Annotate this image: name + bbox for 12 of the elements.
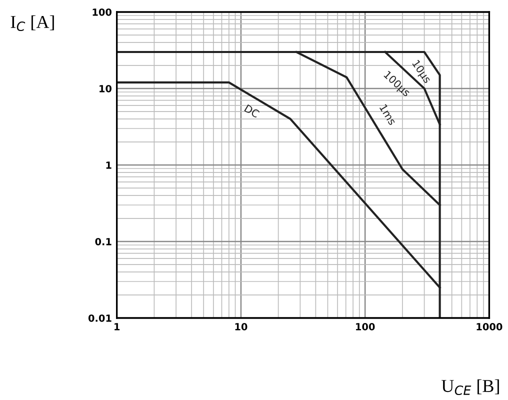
y-tick-label: 0.1 (95, 238, 112, 246)
y-tick-label: 0.01 (88, 314, 112, 322)
x-axis-title: U$_{CE}$ [B] (442, 379, 499, 396)
x-tick-label: 10 (235, 323, 248, 330)
text: DC (244, 104, 260, 118)
y-tick-label: 100 (92, 8, 112, 16)
y-axis-title: I$_{C}$ [A] (10, 15, 54, 32)
x-tick-label: 1 (114, 323, 120, 330)
x-tick-label: 1000 (476, 323, 502, 330)
y-tick-label: 1 (106, 162, 112, 169)
x-tick-label: 100 (356, 323, 375, 330)
y-tick-label: 10 (100, 84, 112, 92)
